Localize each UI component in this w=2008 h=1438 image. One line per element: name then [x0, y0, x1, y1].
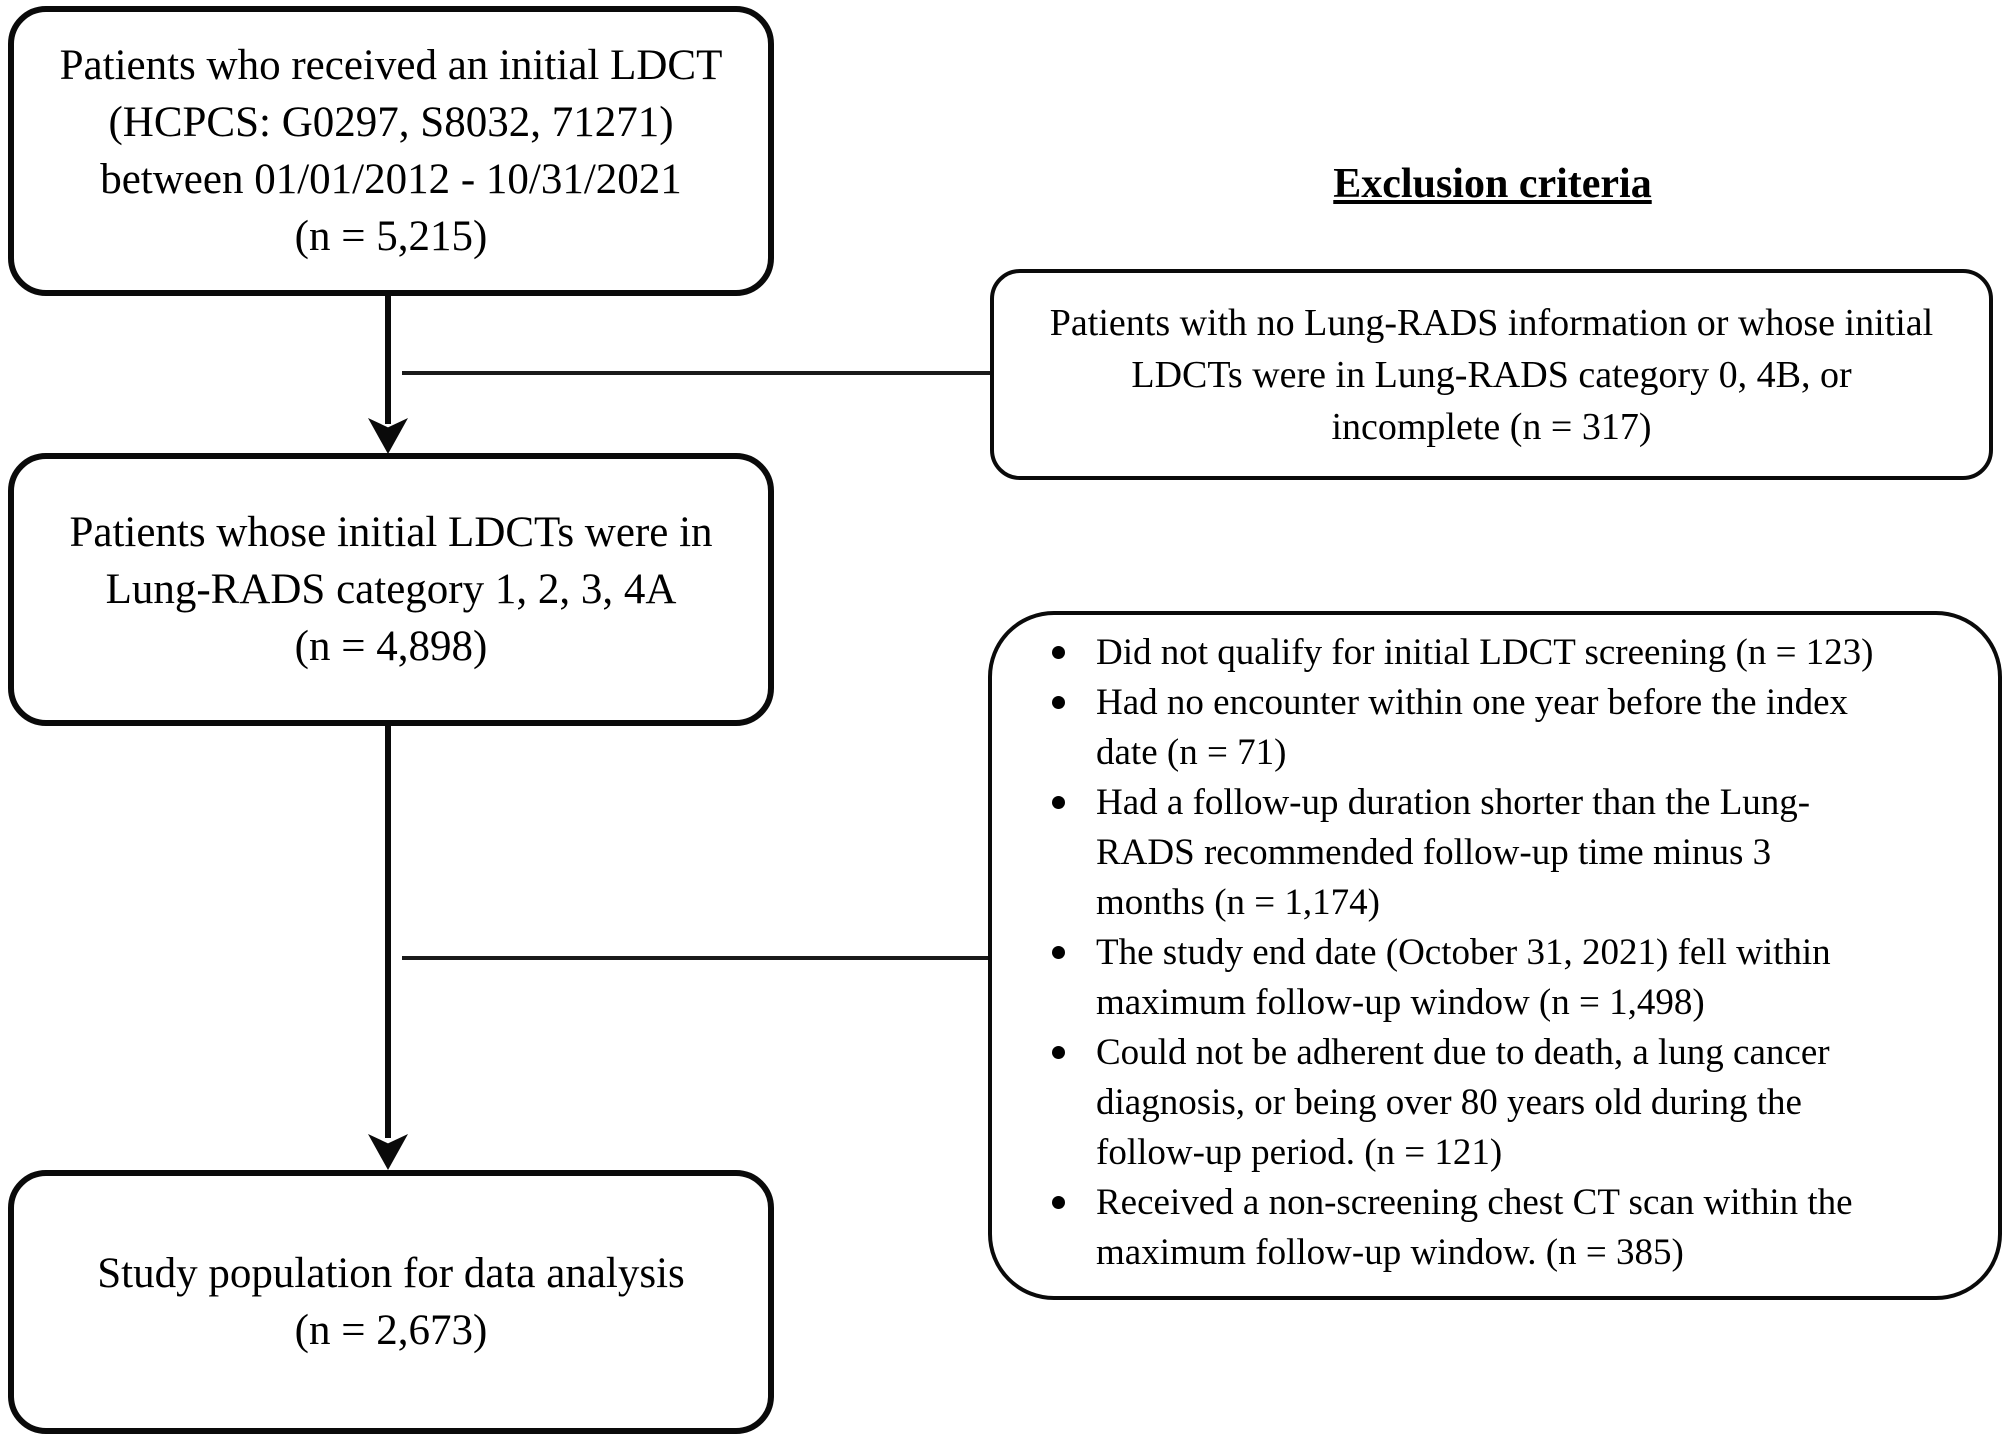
exclusion-box-criteria-list: Did not qualify for initial LDCT screeni… [988, 611, 2002, 1300]
flow-box-lungrads-category-text: Patients whose initial LDCTs were in Lun… [69, 509, 713, 670]
connector-line-exclusion-1 [402, 371, 992, 375]
connector-line-exclusion-2 [402, 956, 990, 960]
exclusion-box-lungrads-missing: Patients with no Lung-RADS information o… [990, 269, 1993, 480]
down-arrowhead-icon-2 [368, 1134, 408, 1170]
exclusion-criteria-item: Received a non-screening chest CT scan w… [1052, 1178, 1992, 1278]
down-arrow-line-1 [385, 294, 391, 424]
exclusion-criteria-list: Did not qualify for initial LDCT screeni… [992, 615, 1998, 1278]
exclusion-criteria-item: Had no encounter within one year before … [1052, 678, 1992, 778]
flow-box-study-population-text: Study population for data analysis (n = … [97, 1250, 685, 1354]
exclusion-box-lungrads-missing-text: Patients with no Lung-RADS information o… [1049, 301, 1934, 448]
flow-box-lungrads-category: Patients whose initial LDCTs were in Lun… [8, 453, 774, 726]
down-arrow-line-2 [385, 724, 391, 1138]
exclusion-criteria-item: Could not be adherent due to death, a lu… [1052, 1028, 1992, 1178]
exclusion-criteria-heading: Exclusion criteria [1333, 161, 1652, 207]
exclusion-criteria-item: Had a follow-up duration shorter than th… [1052, 778, 1992, 928]
exclusion-criteria-item: Did not qualify for initial LDCT screeni… [1052, 628, 1992, 678]
exclusion-criteria-item: The study end date (October 31, 2021) fe… [1052, 928, 1992, 1028]
flow-box-study-population: Study population for data analysis (n = … [8, 1170, 774, 1434]
flow-box-initial-ldct-text: Patients who received an initial LDCT (H… [59, 42, 723, 260]
flow-box-initial-ldct: Patients who received an initial LDCT (H… [8, 6, 774, 296]
